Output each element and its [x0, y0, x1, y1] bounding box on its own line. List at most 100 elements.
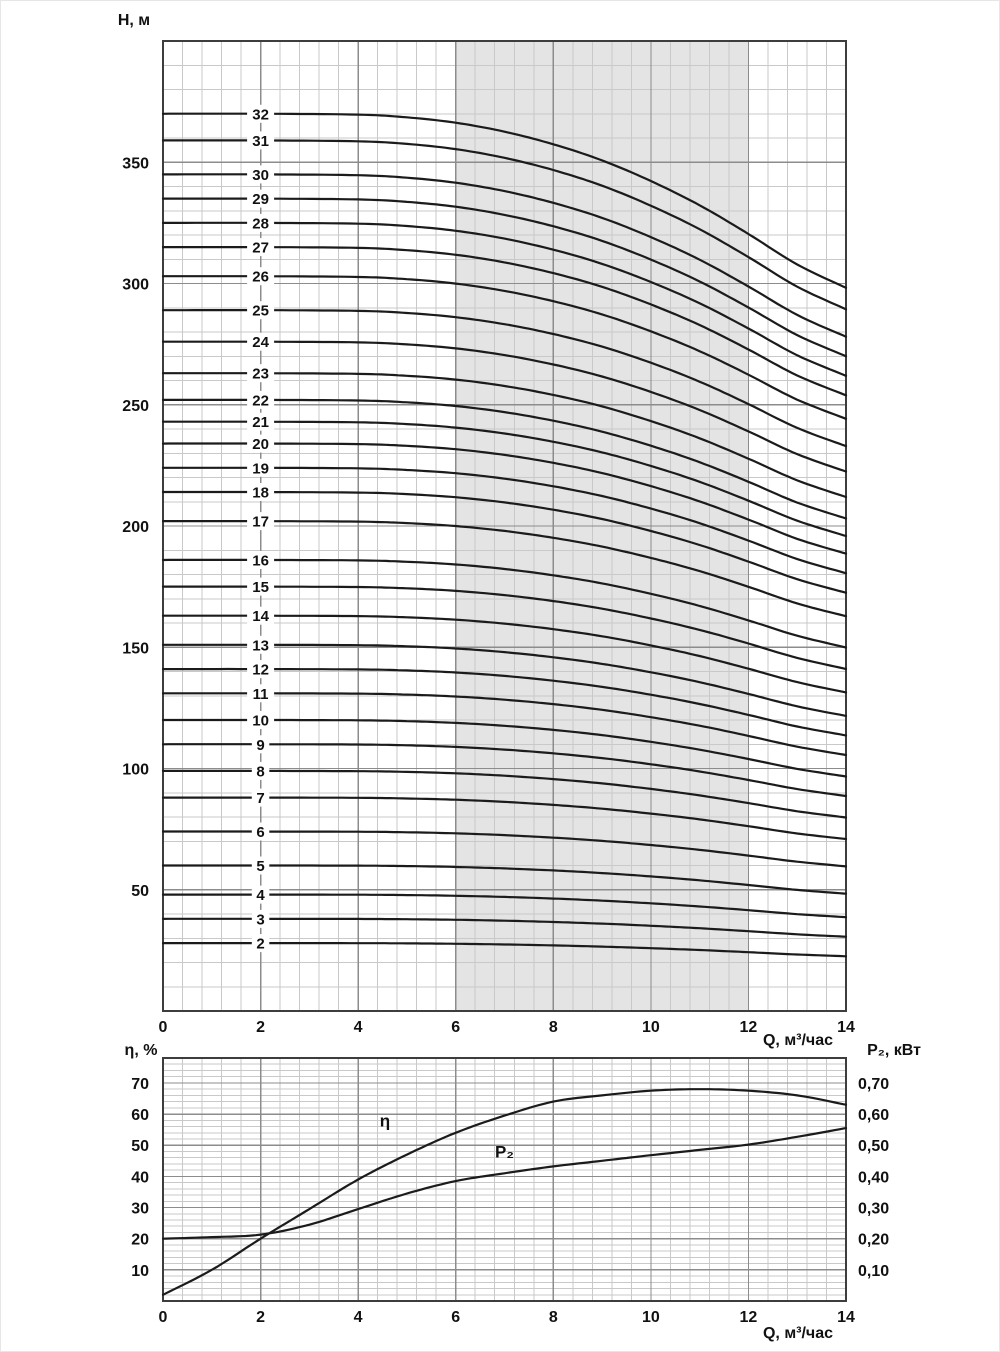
- x-tick-label: 6: [451, 1309, 460, 1326]
- stage-label-11: 11: [253, 686, 269, 703]
- stage-label-30: 30: [252, 167, 269, 184]
- stage-curve-27: [161, 246, 848, 397]
- stage-curve-30: [161, 173, 848, 338]
- plot-background: [163, 1058, 846, 1301]
- y-axis-title-right: P₂, кВт: [867, 1042, 921, 1059]
- stage-label-19: 19: [252, 460, 269, 477]
- y-tick-label: 200: [122, 519, 149, 536]
- stage-label-box: [247, 684, 275, 703]
- stage-label-box: [251, 856, 270, 875]
- stage-curve-3: [161, 917, 848, 938]
- stage-label-20: 20: [252, 436, 269, 453]
- stage-label-box: [247, 577, 275, 596]
- y-tick-label-left: 40: [131, 1169, 149, 1186]
- stage-label-23: 23: [252, 366, 269, 383]
- stage-label-14: 14: [252, 608, 269, 625]
- stage-label-box: [247, 364, 275, 383]
- stage-label-box: [247, 213, 275, 232]
- stage-label-32: 32: [252, 106, 269, 123]
- stage-label-18: 18: [252, 485, 269, 502]
- y-tick-label-right: 0,30: [858, 1201, 889, 1218]
- stage-label-15: 15: [252, 579, 269, 596]
- stage-label-box: [247, 189, 275, 208]
- y-tick-label-left: 30: [131, 1201, 149, 1218]
- stage-label-28: 28: [252, 215, 269, 232]
- head-chart: 2345678910111213141516171819202122232425…: [118, 12, 855, 1049]
- x-tick-label: 6: [451, 1019, 460, 1036]
- series-curve-p2: [161, 1127, 848, 1240]
- stage-label-7: 7: [256, 790, 264, 807]
- stage-label-22: 22: [252, 392, 269, 409]
- plot-frame: [162, 1057, 847, 1302]
- stage-label-box: [247, 635, 275, 654]
- stage-label-16: 16: [252, 553, 269, 570]
- stage-curve-16: [161, 558, 848, 649]
- y-axis-title-left: η, %: [125, 1042, 158, 1059]
- stage-label-box: [247, 660, 275, 679]
- stage-label-box: [247, 332, 275, 351]
- stage-label-box: [251, 934, 270, 953]
- stage-curve-31: [161, 139, 848, 311]
- stage-label-13: 13: [252, 637, 269, 654]
- stage-label-6: 6: [256, 824, 264, 841]
- stage-curve-4: [161, 893, 848, 919]
- stage-label-3: 3: [256, 911, 264, 928]
- stage-curve-14: [161, 614, 848, 694]
- y-tick-label-left: 10: [131, 1263, 149, 1280]
- x-tick-label: 4: [354, 1309, 363, 1326]
- stage-curve-24: [161, 340, 848, 473]
- stage-label-26: 26: [252, 269, 269, 286]
- stage-label-8: 8: [256, 763, 264, 780]
- y-tick-label-right: 0,10: [858, 1263, 889, 1280]
- y-tick-label: 350: [122, 155, 149, 172]
- stage-label-box: [247, 301, 275, 320]
- stage-label-box: [251, 735, 270, 754]
- stage-label-29: 29: [252, 191, 269, 208]
- stage-curve-21: [161, 420, 848, 538]
- stage-label-box: [247, 512, 275, 531]
- x-tick-label: 10: [642, 1019, 660, 1036]
- x-tick-label: 14: [837, 1019, 855, 1036]
- stage-label-box: [247, 131, 275, 150]
- stage-curve-20: [161, 442, 848, 555]
- y-tick-label-right: 0,20: [858, 1232, 889, 1249]
- stage-curve-6: [161, 830, 848, 868]
- x-tick-label: 4: [354, 1019, 363, 1036]
- stage-curve-9: [161, 743, 848, 798]
- stage-curve-29: [161, 197, 848, 358]
- y-tick-label-right: 0,40: [858, 1169, 889, 1186]
- stage-label-2: 2: [256, 936, 264, 953]
- stage-label-box: [247, 434, 275, 453]
- stage-label-10: 10: [252, 713, 269, 730]
- y-tick-label: 300: [122, 277, 149, 294]
- stage-label-12: 12: [252, 662, 269, 679]
- y-tick-label-right: 0,50: [858, 1138, 889, 1155]
- y-tick-label-left: 50: [131, 1138, 149, 1155]
- stage-label-9: 9: [256, 737, 264, 754]
- stage-label-box: [247, 104, 275, 123]
- stage-label-box: [247, 458, 275, 477]
- stage-curve-13: [161, 643, 848, 717]
- stage-label-box: [251, 788, 270, 807]
- stage-curve-23: [161, 372, 848, 499]
- y-tick-label: 250: [122, 398, 149, 415]
- stage-curve-7: [161, 796, 848, 841]
- y-tick-label: 50: [131, 883, 149, 900]
- x-tick-label: 0: [159, 1019, 168, 1036]
- stage-curve-12: [161, 667, 848, 737]
- y-tick-label-left: 70: [131, 1076, 149, 1093]
- x-tick-label: 0: [159, 1309, 168, 1326]
- stage-curve-5: [161, 864, 848, 895]
- stage-curve-17: [161, 520, 848, 618]
- stage-label-box: [251, 822, 270, 841]
- stage-label-17: 17: [252, 514, 269, 531]
- stage-label-box: [247, 390, 275, 409]
- stage-label-box: [247, 551, 275, 569]
- stage-curve-22: [161, 398, 848, 520]
- stage-curve-26: [161, 275, 848, 420]
- x-axis-title: Q, м³/час: [763, 1032, 833, 1049]
- stage-label-24: 24: [252, 334, 269, 351]
- stage-curve-19: [161, 466, 848, 575]
